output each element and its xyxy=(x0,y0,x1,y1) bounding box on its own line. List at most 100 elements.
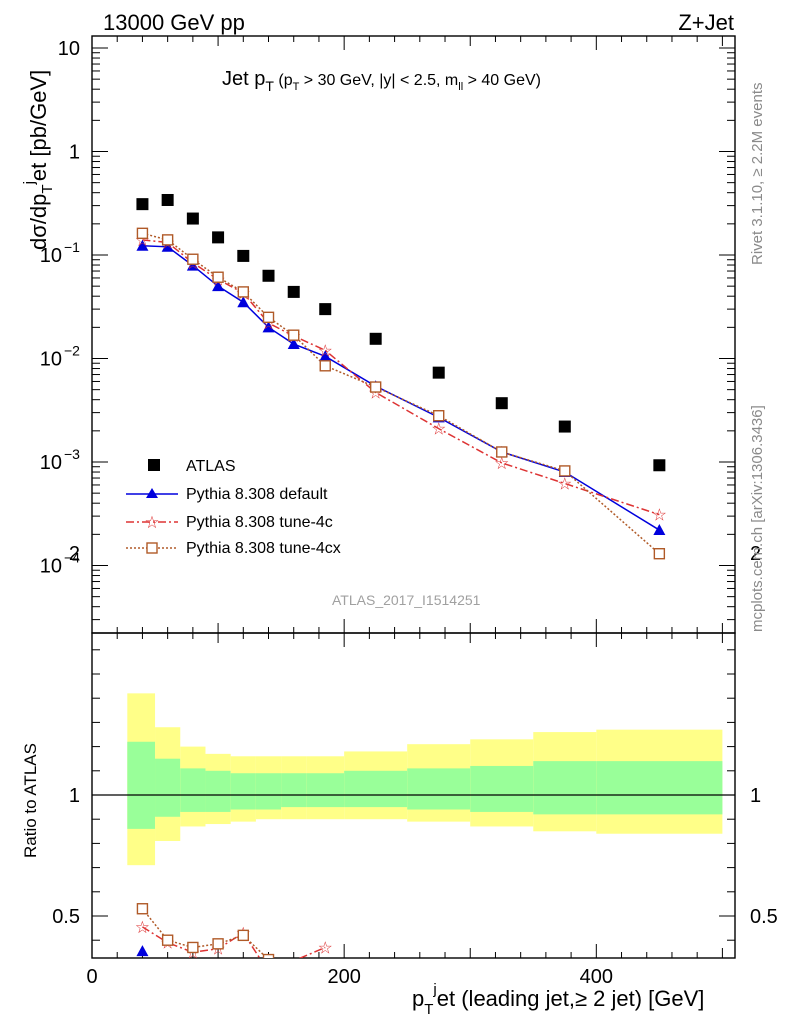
data-point-star: ☆ xyxy=(494,454,509,473)
legend-label: ATLAS xyxy=(186,458,236,475)
data-point-square xyxy=(136,198,149,211)
data-point-open-square xyxy=(319,360,331,372)
legend-entry-atlas: ATLAS xyxy=(148,458,236,475)
process-label: Z+Jet xyxy=(678,10,734,35)
ratio-band-green xyxy=(281,773,307,808)
data-point-triangle xyxy=(319,350,332,362)
legend-marker-triangle-icon xyxy=(146,488,158,498)
data-point-open-square xyxy=(212,271,224,283)
data-point-star: ☆ xyxy=(431,420,446,439)
y-tick-label: 10 xyxy=(40,556,62,578)
data-point-open-square xyxy=(212,938,224,950)
analysis-id-label: ATLAS_2017_I1514251 xyxy=(332,592,481,608)
data-point-open-square xyxy=(237,929,249,942)
data-point-triangle xyxy=(186,259,199,271)
y-tick-exponent: −4 xyxy=(64,550,80,566)
ratio-band-green xyxy=(344,770,408,808)
y-tick-label: 10 xyxy=(40,245,62,267)
ratio-y-axis-label: Ratio to ATLAS xyxy=(21,743,40,858)
data-point-triangle xyxy=(237,296,250,308)
x-tick-label: 200 xyxy=(327,966,360,988)
ratio-band-green xyxy=(155,758,181,817)
data-point-square xyxy=(369,332,382,345)
data-point-square xyxy=(161,193,174,206)
data-point-square xyxy=(319,303,332,316)
rivet-version-label: Rivet 3.1.10, ≥ 2.2M events xyxy=(749,83,766,266)
data-point-star: ☆ xyxy=(652,506,667,525)
legend-marker-square-icon xyxy=(148,459,160,471)
legend: ATLAS Pythia 8.308 default ☆ Pythia 8.30… xyxy=(126,458,341,557)
ratio-band-green xyxy=(255,773,282,810)
data-point-open-square xyxy=(496,446,508,458)
ratio-band-green xyxy=(306,773,345,808)
legend-entry-default: Pythia 8.308 default xyxy=(126,486,328,503)
y-axis-label: dσ/dpTjet [pb/GeV] xyxy=(21,70,56,250)
ratio-y-tick-label: 1 xyxy=(69,785,80,807)
energy-label: 13000 GeV pp xyxy=(103,10,245,35)
legend-marker-star-icon: ☆ xyxy=(144,513,159,532)
x-tick-label: 400 xyxy=(580,966,613,988)
data-point-open-square xyxy=(161,234,174,246)
y-tick-exponent: −2 xyxy=(64,343,80,359)
data-point-square xyxy=(186,212,199,225)
y-tick-label: 10 xyxy=(58,38,80,60)
data-point-star: ☆ xyxy=(318,938,333,957)
data-point-open-square xyxy=(262,953,275,958)
data-point-triangle xyxy=(287,338,300,350)
legend-entry-tune-4cx: Pythia 8.308 tune-4cx xyxy=(126,540,341,557)
data-point-star: ☆ xyxy=(557,474,572,493)
ratio-plot-series: ☆☆☆☆☆☆☆ xyxy=(135,903,333,958)
legend-label: Pythia 8.308 tune-4c xyxy=(186,514,333,531)
data-point-open-square xyxy=(369,381,382,393)
ratio-series-group: ☆☆☆☆☆☆☆ xyxy=(135,903,333,958)
data-point-open-square xyxy=(433,410,445,422)
ratio-y-tick-label: 0.5 xyxy=(750,906,778,928)
y-tick-label: 10 xyxy=(40,452,62,474)
data-point-square xyxy=(212,231,225,244)
data-point-open-square xyxy=(237,286,249,298)
data-point-triangle xyxy=(262,321,275,333)
data-point-open-square xyxy=(136,227,149,240)
series-line xyxy=(142,239,660,516)
ratio-band-green xyxy=(127,741,156,829)
ratio-uncertainty-bands xyxy=(127,693,723,866)
legend-label: Pythia 8.308 default xyxy=(186,486,328,503)
plot-title: Jet pT (pT > 30 GeV, |y| < 2.5, mll > 40… xyxy=(222,68,541,94)
data-point-square xyxy=(432,366,445,379)
data-point-triangle xyxy=(212,280,225,292)
data-point-open-square xyxy=(288,329,300,341)
ratio-y-tick-label: 1 xyxy=(750,785,761,807)
data-point-triangle xyxy=(136,239,149,251)
x-tick-label: 0 xyxy=(86,966,97,988)
data-point-square xyxy=(262,269,275,282)
y-tick-exponent: −3 xyxy=(64,446,80,462)
y-tick-label: 10 xyxy=(40,349,62,371)
data-point-star: ☆ xyxy=(318,341,333,360)
ratio-band-green xyxy=(407,768,471,810)
ratio-band-green xyxy=(205,770,231,812)
data-point-open-square xyxy=(187,253,199,265)
data-point-open-square xyxy=(262,311,275,324)
data-point-square xyxy=(558,420,571,433)
main-plot-series: ☆☆☆☆☆☆☆☆☆☆☆☆☆ xyxy=(135,193,667,560)
data-point-open-square xyxy=(559,465,571,477)
data-point-open-square xyxy=(187,941,199,954)
data-point-open-square xyxy=(653,548,666,560)
legend-marker-open-square-icon xyxy=(146,542,158,554)
x-axis-label: pTjet (leading jet,≥ 2 jet) [GeV] xyxy=(412,981,704,1018)
data-point-square xyxy=(287,285,300,298)
data-point-square xyxy=(237,249,250,262)
ratio-band-green xyxy=(596,761,723,815)
data-point-open-square xyxy=(161,934,174,946)
legend-entry-tune-4c: ☆ Pythia 8.308 tune-4c xyxy=(126,513,333,532)
data-point-triangle xyxy=(136,945,149,957)
ratio-y-tick-label: 2 xyxy=(750,543,761,565)
y-tick-label: 1 xyxy=(69,142,80,164)
ratio-band-green xyxy=(533,761,597,815)
data-point-square xyxy=(495,397,508,410)
data-point-square xyxy=(653,459,666,472)
ratio-band-green xyxy=(230,773,256,810)
y-tick-exponent: −1 xyxy=(64,239,80,255)
